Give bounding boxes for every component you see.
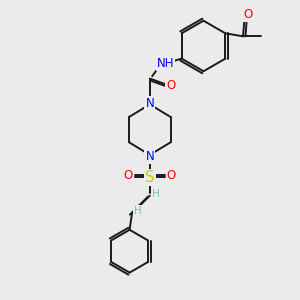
Text: N: N — [146, 150, 154, 163]
Text: O: O — [166, 80, 175, 92]
Text: H: H — [152, 189, 160, 199]
Text: S: S — [145, 170, 154, 185]
Text: N: N — [146, 97, 154, 110]
Text: O: O — [124, 169, 133, 182]
Text: NH: NH — [157, 57, 174, 70]
Text: O: O — [243, 8, 252, 21]
Text: O: O — [167, 169, 176, 182]
Text: H: H — [134, 206, 142, 216]
